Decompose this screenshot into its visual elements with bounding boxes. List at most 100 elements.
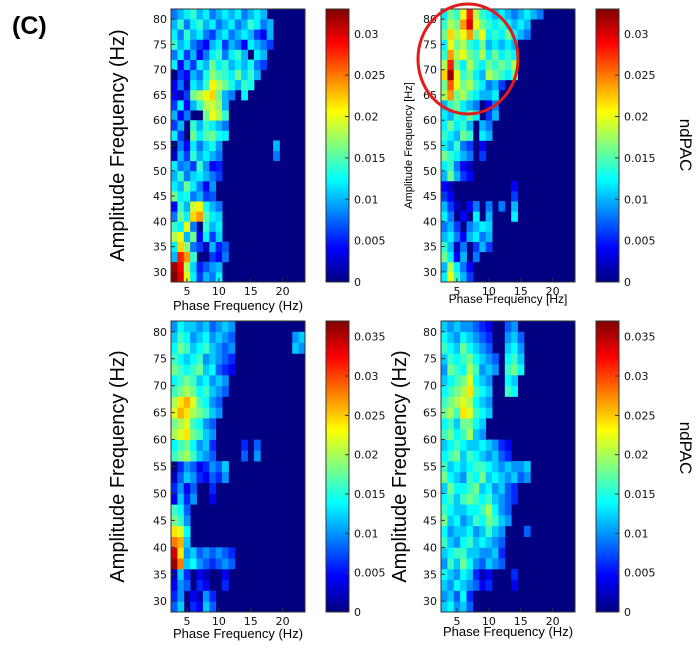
heatmap-cell: [511, 353, 518, 365]
heatmap-cell: [492, 450, 499, 462]
heatmap-cell: [536, 9, 544, 20]
heatmap-cell: [460, 231, 467, 242]
x-tick-label: 20: [546, 285, 560, 298]
heatmap-cell: [492, 79, 499, 91]
colorbar-tick-label: 0.03: [354, 370, 379, 383]
heatmap-cell: [177, 579, 185, 591]
heatmap-cell: [453, 579, 461, 591]
heatmap-cell: [196, 579, 204, 591]
heatmap-cell: [177, 407, 185, 419]
heatmap-cell: [447, 342, 455, 354]
heatmap-cell: [492, 504, 499, 516]
heatmap-cell: [447, 504, 455, 516]
colorbar-label: ndPAC: [676, 422, 695, 475]
heatmap-cell: [466, 493, 474, 505]
heatmap-cell: [202, 461, 210, 473]
heatmap-cell: [479, 49, 487, 60]
heatmap-cell: [241, 59, 248, 71]
heatmap-cell: [171, 79, 178, 91]
heatmap-cell: [453, 461, 461, 473]
heatmap-cell: [447, 558, 455, 570]
heatmap-cell: [190, 601, 197, 613]
heatmap-cell: [498, 504, 506, 516]
heatmap-cell: [171, 271, 178, 283]
heatmap-cell: [492, 89, 499, 101]
heatmap-cell: [228, 69, 236, 81]
heatmap-cell: [247, 69, 255, 81]
heatmap-cell: [472, 407, 480, 419]
heatmap-cell: [466, 579, 474, 591]
heatmap-cell: [202, 79, 210, 91]
heatmap-cell: [479, 79, 487, 91]
heatmap-cell: [466, 342, 474, 354]
x-tick-label: 10: [212, 615, 226, 628]
heatmap-cell: [260, 59, 268, 71]
heatmap-cell: [460, 461, 467, 473]
heatmap-cell: [511, 180, 518, 192]
heatmap-cell: [222, 241, 229, 253]
heatmap-cell: [171, 547, 178, 559]
heatmap-cell: [447, 79, 455, 91]
heatmap-cell: [171, 321, 178, 333]
heatmap-cell: [447, 271, 455, 283]
heatmap-cell: [479, 19, 487, 30]
heatmap-cell: [453, 241, 461, 253]
heatmap-cell: [177, 525, 185, 537]
heatmap-cell: [171, 471, 178, 484]
heatmap-cell: [222, 69, 229, 81]
heatmap-cell: [479, 547, 487, 559]
heatmap-cell: [234, 39, 242, 50]
colorbar-tick-label: 0.01: [624, 193, 649, 206]
heatmap-cell: [453, 79, 461, 91]
heatmap-cell: [177, 493, 185, 505]
heatmap-cell: [453, 601, 461, 613]
heatmap-cell: [492, 536, 499, 548]
heatmap-cell: [209, 461, 217, 473]
heatmap-cell: [441, 201, 448, 212]
heatmap-cell: [222, 471, 229, 484]
heatmap-cell: [453, 407, 461, 419]
heatmap-cell: [472, 221, 480, 232]
heatmap-cell: [441, 590, 448, 602]
heatmap-cell: [447, 241, 455, 253]
heatmap-cell: [441, 69, 448, 81]
heatmap-cell: [234, 59, 242, 71]
heatmap-cell: [498, 9, 506, 20]
y-tick-label: 50: [423, 487, 437, 500]
heatmap-cell: [171, 342, 178, 354]
heatmap-cell: [523, 9, 531, 20]
heatmap-cell: [202, 601, 210, 613]
heatmap-cell: [523, 525, 531, 537]
heatmap-cell: [460, 110, 467, 121]
heatmap-cell: [479, 558, 487, 570]
heatmap-cell: [485, 407, 493, 419]
heatmap-cell: [177, 504, 185, 516]
heatmap-cell: [485, 385, 493, 397]
heatmap-cell: [460, 342, 467, 354]
heatmap-cell: [183, 439, 191, 451]
heatmap-cell: [215, 364, 223, 376]
heatmap-cell: [253, 39, 261, 50]
heatmap-cell: [209, 271, 217, 283]
heatmap-cell: [190, 59, 197, 71]
heatmap-cell: [460, 504, 467, 516]
x-tick-label: 5: [183, 285, 190, 298]
heatmap-cell: [523, 471, 531, 484]
heatmap-cell: [441, 579, 448, 591]
colorbar-tick-label: 0.005: [354, 235, 386, 248]
heatmap-cell: [196, 418, 204, 430]
colorbar-tick-label: 0.03: [354, 28, 379, 41]
heatmap-cell: [222, 547, 229, 559]
heatmap-cell: [260, 39, 268, 50]
heatmap-cell: [504, 450, 512, 462]
heatmap-cell: [441, 251, 448, 263]
heatmap-cell: [511, 471, 518, 484]
heatmap-cell: [466, 471, 474, 484]
heatmap-cell: [241, 9, 248, 20]
heatmap-cell: [460, 59, 467, 71]
y-tick-label: 60: [423, 114, 437, 127]
heatmap-cell: [228, 331, 236, 343]
heatmap-cell: [183, 568, 191, 581]
heatmap-cell: [222, 9, 229, 20]
heatmap-cell: [453, 558, 461, 570]
